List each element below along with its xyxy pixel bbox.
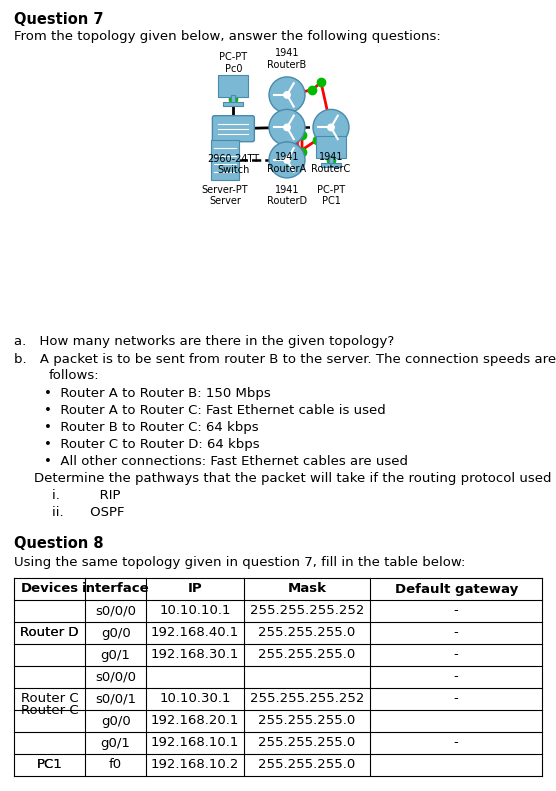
- Text: g0/1: g0/1: [101, 736, 131, 750]
- Text: 255.255.255.0: 255.255.255.0: [259, 759, 356, 771]
- Text: Using the same topology given in question 7, fill in the table below:: Using the same topology given in questio…: [14, 556, 465, 569]
- Text: Question 7: Question 7: [14, 12, 103, 27]
- Text: -: -: [454, 649, 459, 661]
- Bar: [219, 75, 249, 97]
- Text: •  Router A to Router B: 150 Mbps: • Router A to Router B: 150 Mbps: [44, 387, 271, 400]
- Text: Default gateway: Default gateway: [395, 582, 518, 596]
- Circle shape: [269, 77, 305, 113]
- Bar: [224, 102, 244, 106]
- Text: -: -: [454, 671, 459, 683]
- Text: Router D: Router D: [21, 626, 79, 639]
- Text: PC1: PC1: [37, 759, 62, 771]
- Text: IP: IP: [187, 582, 202, 596]
- Text: PC-PT
Pc0: PC-PT Pc0: [219, 52, 247, 74]
- Text: •  Router B to Router C: 64 kbps: • Router B to Router C: 64 kbps: [44, 421, 259, 434]
- Text: 255.255.255.0: 255.255.255.0: [259, 736, 356, 750]
- Circle shape: [284, 157, 290, 163]
- Text: g0/0: g0/0: [101, 626, 131, 639]
- Circle shape: [269, 142, 305, 178]
- Bar: [329, 156, 333, 164]
- Text: Devices: Devices: [21, 582, 79, 596]
- Text: 10.10.30.1: 10.10.30.1: [159, 692, 231, 706]
- Text: Question 8: Question 8: [14, 536, 103, 551]
- Text: s0/0/1: s0/0/1: [95, 692, 136, 706]
- Text: 192.168.30.1: 192.168.30.1: [151, 649, 239, 661]
- Text: 10.10.10.1: 10.10.10.1: [159, 604, 231, 618]
- Text: -: -: [454, 736, 459, 750]
- Bar: [316, 136, 346, 158]
- Text: 255.255.255.0: 255.255.255.0: [259, 714, 356, 728]
- Text: Server-PT
Server: Server-PT Server: [202, 185, 249, 206]
- Bar: [211, 140, 239, 180]
- Text: 255.255.255.252: 255.255.255.252: [250, 692, 364, 706]
- Text: Router C: Router C: [21, 703, 78, 717]
- Bar: [321, 163, 341, 167]
- Text: 255.255.255.252: 255.255.255.252: [250, 604, 364, 618]
- Circle shape: [269, 109, 305, 146]
- Text: 192.168.10.2: 192.168.10.2: [151, 759, 239, 771]
- Text: From the topology given below, answer the following questions:: From the topology given below, answer th…: [14, 30, 441, 43]
- Text: 1941
RouterA: 1941 RouterA: [267, 153, 306, 174]
- Text: i.   RIP: i. RIP: [52, 489, 121, 502]
- Text: 192.168.10.1: 192.168.10.1: [151, 736, 239, 750]
- Text: -: -: [454, 692, 459, 706]
- FancyBboxPatch shape: [212, 115, 255, 142]
- Text: interface: interface: [82, 582, 150, 596]
- Circle shape: [327, 124, 334, 131]
- Text: follows:: follows:: [49, 369, 100, 382]
- Text: Mask: Mask: [287, 582, 326, 596]
- Text: Determine the pathways that the packet will take if the routing protocol used is: Determine the pathways that the packet w…: [34, 472, 556, 485]
- Bar: [231, 95, 235, 103]
- Text: PC1: PC1: [37, 759, 62, 771]
- Text: b. A packet is to be sent from router B to the server. The connection speeds are: b. A packet is to be sent from router B …: [14, 353, 556, 366]
- Text: ii.  OSPF: ii. OSPF: [52, 506, 125, 519]
- Text: •  All other connections: Fast Ethernet cables are used: • All other connections: Fast Ethernet c…: [44, 455, 408, 468]
- Text: g0/1: g0/1: [101, 649, 131, 661]
- Text: s0/0/0: s0/0/0: [95, 604, 136, 618]
- Text: •  Router C to Router D: 64 kbps: • Router C to Router D: 64 kbps: [44, 438, 260, 451]
- Text: 2960-24TT
Switch: 2960-24TT Switch: [207, 153, 260, 176]
- Text: Router C: Router C: [21, 692, 78, 706]
- Text: f0: f0: [109, 759, 122, 771]
- Text: PC-PT
PC1: PC-PT PC1: [317, 185, 345, 206]
- Text: 1941
RouterC: 1941 RouterC: [311, 153, 351, 174]
- Text: Router D: Router D: [21, 626, 79, 639]
- Text: a. How many networks are there in the given topology?: a. How many networks are there in the gi…: [14, 335, 394, 348]
- Circle shape: [284, 124, 290, 131]
- Text: 255.255.255.0: 255.255.255.0: [259, 649, 356, 661]
- Text: s0/0/0: s0/0/0: [95, 671, 136, 683]
- Text: -: -: [454, 626, 459, 639]
- Text: -: -: [454, 604, 459, 618]
- Text: 192.168.40.1: 192.168.40.1: [151, 626, 239, 639]
- Text: 255.255.255.0: 255.255.255.0: [259, 626, 356, 639]
- Text: •  Router A to Router C: Fast Ethernet cable is used: • Router A to Router C: Fast Ethernet ca…: [44, 404, 386, 417]
- Circle shape: [313, 109, 349, 146]
- Text: g0/0: g0/0: [101, 714, 131, 728]
- Text: 1941
RouterB: 1941 RouterB: [267, 48, 306, 70]
- Circle shape: [284, 92, 290, 98]
- Text: 1941
RouterD: 1941 RouterD: [267, 185, 307, 206]
- Text: 192.168.20.1: 192.168.20.1: [151, 714, 239, 728]
